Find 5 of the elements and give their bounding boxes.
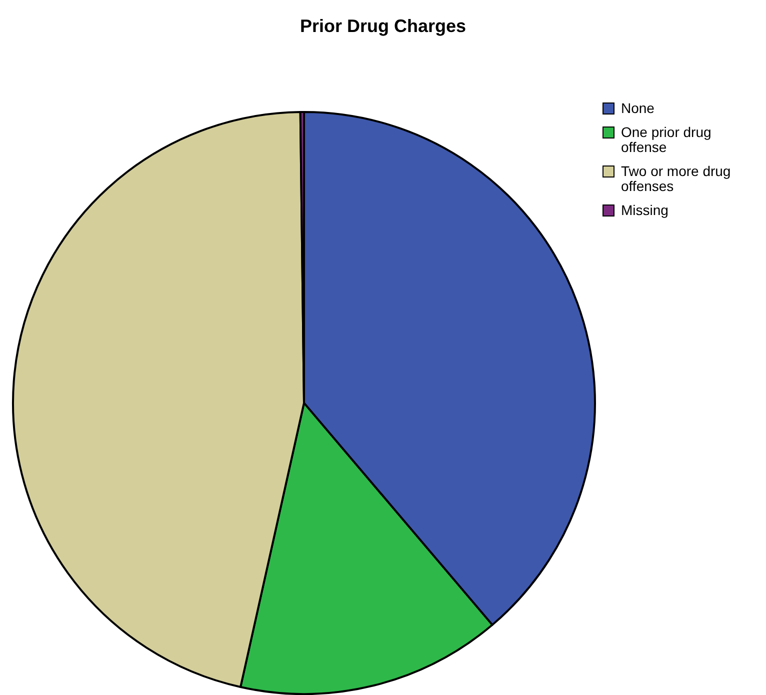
chart-title: Prior Drug Charges: [300, 16, 466, 36]
legend-label: Missing: [621, 202, 668, 218]
legend-label: None: [621, 100, 655, 116]
legend-label: One prior drug offense: [621, 124, 712, 155]
legend-label: Two or more drug offenses: [621, 163, 731, 194]
